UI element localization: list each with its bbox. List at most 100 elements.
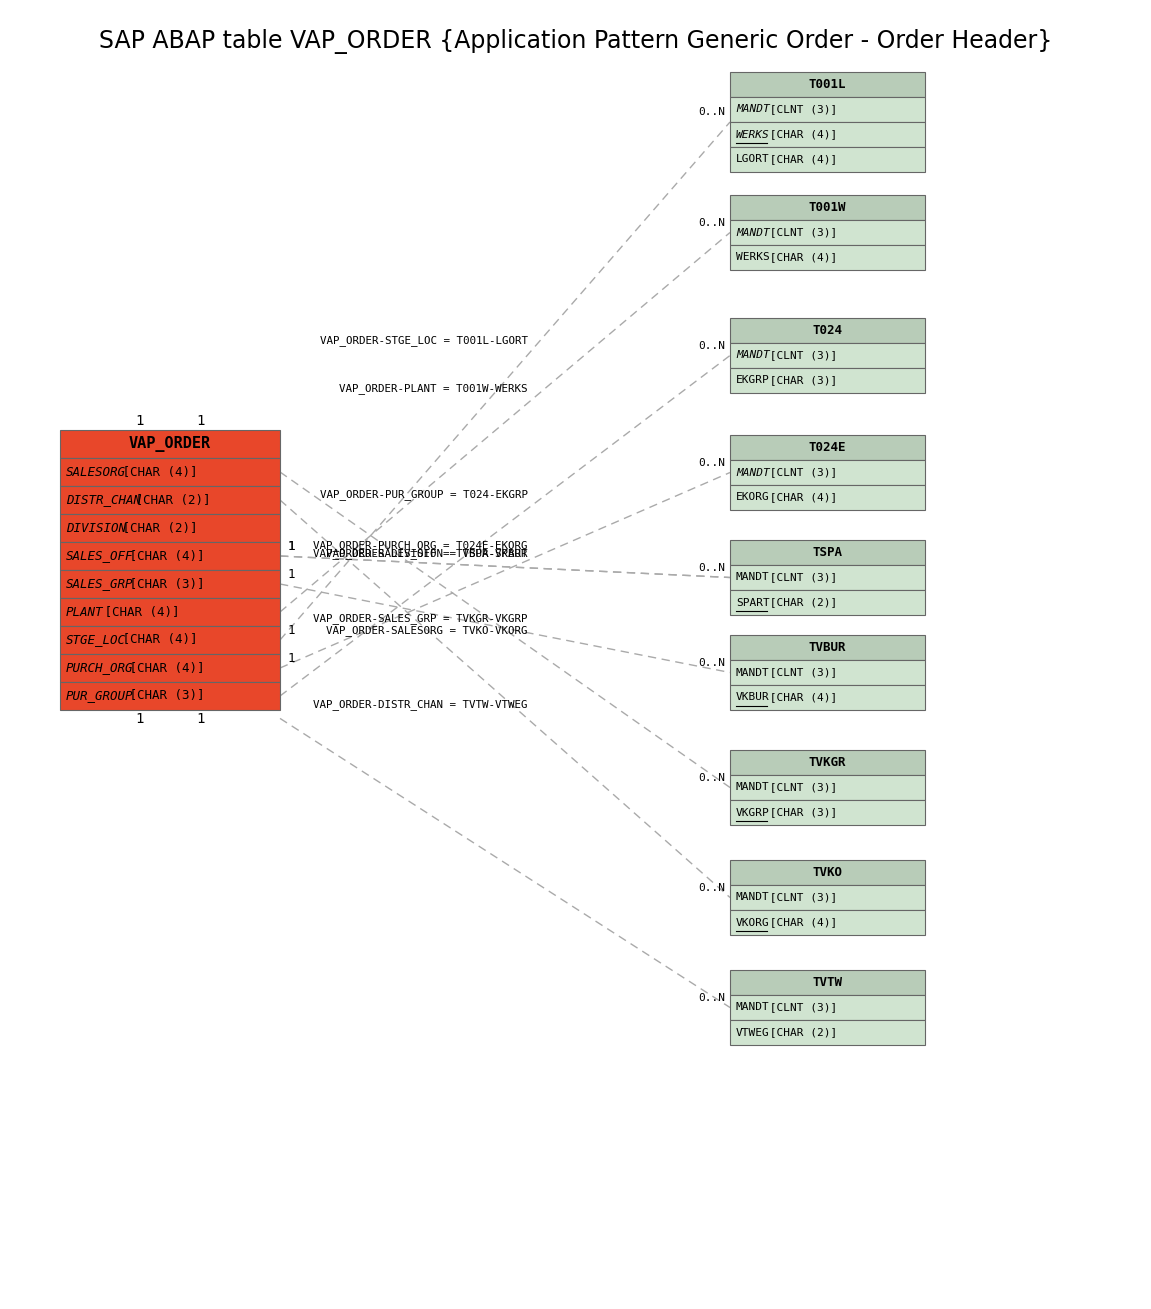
Text: [CHAR (2)]: [CHAR (2)] [763,1028,838,1038]
Bar [730,195,925,220]
Text: [CLNT (3)]: [CLNT (3)] [763,1003,838,1012]
Text: [CHAR (4)]: [CHAR (4)] [763,492,838,503]
Text: 1: 1 [288,539,296,552]
Text: VAP_ORDER-SALESORG = TVKO-VKORG: VAP_ORDER-SALESORG = TVKO-VKORG [326,626,527,636]
Bar [730,1020,925,1045]
Bar [60,626,280,654]
Text: TVKGR: TVKGR [809,757,846,768]
Text: WERKS: WERKS [735,253,770,263]
Bar [730,122,925,147]
Text: MANDT: MANDT [735,1003,770,1012]
Text: TVTW: TVTW [813,977,843,990]
Text: MANDT: MANDT [735,668,770,678]
Text: 0..N: 0..N [698,658,725,668]
Text: 1: 1 [288,623,296,636]
Bar [730,368,925,393]
Text: MANDT: MANDT [735,783,770,792]
Bar [60,458,280,486]
Text: [CHAR (3)]: [CHAR (3)] [763,808,838,818]
Text: [CHAR (4)]: [CHAR (4)] [122,661,204,674]
Bar [730,590,925,615]
Bar [730,318,925,343]
Bar [730,435,925,459]
Text: [CHAR (4)]: [CHAR (4)] [763,130,838,140]
Bar [730,800,925,825]
Text: [CHAR (4)]: [CHAR (4)] [115,634,198,647]
Text: VAP_ORDER-PLANT = T001W-WERKS: VAP_ORDER-PLANT = T001W-WERKS [340,384,527,394]
Text: [CLNT (3)]: [CLNT (3)] [763,467,838,478]
Text: VAP_ORDER-SALES_GRP = TVKGR-VKGRP: VAP_ORDER-SALES_GRP = TVKGR-VKGRP [313,613,527,623]
Text: 0..N: 0..N [698,340,725,351]
Bar [730,343,925,368]
Bar [730,245,925,270]
Text: [CLNT (3)]: [CLNT (3)] [763,572,838,583]
Text: T024: T024 [813,325,843,336]
Text: 1: 1 [135,712,144,726]
Text: [CLNT (3)]: [CLNT (3)] [763,351,838,360]
Text: TVKO: TVKO [813,867,843,880]
Text: SALES_OFF: SALES_OFF [66,550,134,563]
Text: MANDT: MANDT [735,105,770,114]
Text: [CHAR (4)]: [CHAR (4)] [763,154,838,165]
Bar [730,910,925,935]
Text: VKORG: VKORG [735,918,770,928]
Text: WERKS: WERKS [735,130,770,140]
Text: EKORG: EKORG [735,492,770,503]
Bar [730,541,925,565]
Text: STGE_LOC: STGE_LOC [66,634,125,647]
Text: [CHAR (4)]: [CHAR (4)] [115,466,198,479]
Text: [CHAR (3)]: [CHAR (3)] [122,577,204,590]
Text: 0..N: 0..N [698,772,725,783]
Bar [730,72,925,97]
Text: T001L: T001L [809,79,846,92]
Text: VAP_ORDER-DISTR_CHAN = TVTW-VTWEG: VAP_ORDER-DISTR_CHAN = TVTW-VTWEG [313,699,527,709]
Bar [60,486,280,514]
Text: T001W: T001W [809,202,846,213]
Text: SPART: SPART [735,597,770,607]
Text: SALESORG: SALESORG [66,466,125,479]
Text: VKBUR: VKBUR [735,692,770,703]
Bar [730,660,925,685]
Text: TVBUR: TVBUR [809,641,846,654]
Text: TSPA: TSPA [813,546,843,559]
Bar [730,685,925,709]
Text: [CHAR (4)]: [CHAR (4)] [763,692,838,703]
Text: 1: 1 [288,539,296,552]
Text: VAP_ORDER-SALES_OFF = TVBUR-VKBUR: VAP_ORDER-SALES_OFF = TVBUR-VKBUR [313,548,527,559]
Text: DISTR_CHAN: DISTR_CHAN [66,493,142,507]
Text: [CHAR (4)]: [CHAR (4)] [122,550,204,563]
Bar [730,750,925,775]
Text: [CHAR (2)]: [CHAR (2)] [115,521,198,534]
Text: [CLNT (3)]: [CLNT (3)] [763,228,838,237]
Bar [730,486,925,511]
Text: VKGRP: VKGRP [735,808,770,818]
Text: MANDT: MANDT [735,467,770,478]
Text: 1: 1 [288,568,296,581]
Text: MANDT: MANDT [735,351,770,360]
Text: 0..N: 0..N [698,563,725,573]
Text: DIVISION: DIVISION [66,521,125,534]
Text: [CHAR (4)]: [CHAR (4)] [97,606,180,618]
Bar [60,429,280,458]
Text: VTWEG: VTWEG [735,1028,770,1038]
Text: VAP_ORDER-DIVISION = TSPA-SPART: VAP_ORDER-DIVISION = TSPA-SPART [326,548,527,559]
Text: PURCH_ORG: PURCH_ORG [66,661,134,674]
Text: [CHAR (3)]: [CHAR (3)] [122,690,204,703]
Text: VAP_ORDER: VAP_ORDER [129,436,211,452]
Bar [60,514,280,542]
Bar [730,995,925,1020]
Text: PLANT: PLANT [66,606,104,618]
Text: 1: 1 [197,712,205,726]
Text: EKGRP: EKGRP [735,376,770,385]
Text: SALES_GRP: SALES_GRP [66,577,134,590]
Text: [CLNT (3)]: [CLNT (3)] [763,893,838,902]
Text: [CHAR (4)]: [CHAR (4)] [763,918,838,928]
Bar [730,885,925,910]
Bar [730,970,925,995]
Bar [730,775,925,800]
Text: VAP_ORDER-PUR_GROUP = T024-EKGRP: VAP_ORDER-PUR_GROUP = T024-EKGRP [320,488,527,500]
Text: MANDT: MANDT [735,228,770,237]
Bar [730,565,925,590]
Text: 0..N: 0..N [698,458,725,467]
Text: 1: 1 [288,652,296,665]
